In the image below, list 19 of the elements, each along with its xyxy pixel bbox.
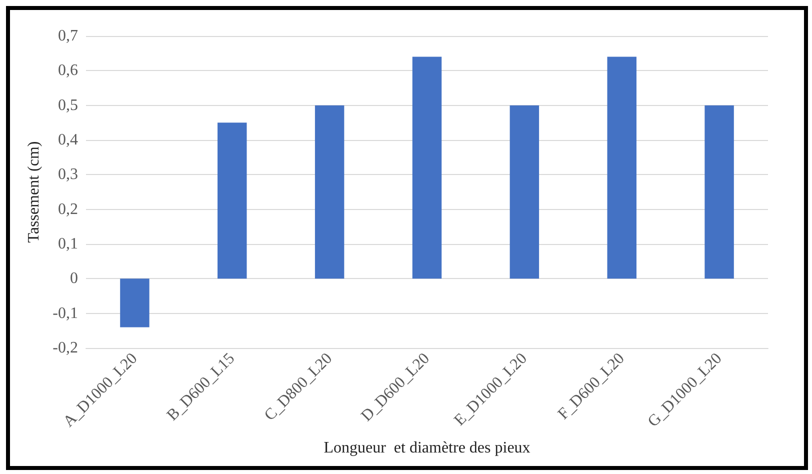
bar bbox=[120, 278, 150, 328]
y-tick-label: 0,6 bbox=[58, 62, 78, 80]
bar bbox=[218, 122, 247, 279]
bar bbox=[314, 105, 344, 279]
y-tick-label: 0,1 bbox=[58, 236, 78, 252]
y-tick-label: -0,1 bbox=[52, 304, 78, 322]
bar bbox=[412, 56, 442, 279]
y-tick-label: 0,7 bbox=[58, 28, 78, 44]
bar bbox=[510, 105, 540, 279]
x-axis-title: Longueur et diamètre des pieux bbox=[324, 440, 530, 456]
y-tick-label: 0,2 bbox=[58, 200, 78, 218]
bar bbox=[704, 105, 734, 279]
y-tick-label: 0 bbox=[70, 270, 78, 288]
y-tick-label: 0,4 bbox=[58, 132, 78, 148]
bar bbox=[607, 56, 636, 279]
y-axis-title: Tassement (cm) bbox=[25, 141, 42, 243]
y-tick-label: -0,2 bbox=[52, 340, 78, 356]
y-tick-label: 0,3 bbox=[58, 166, 78, 184]
y-tick-label: 0,5 bbox=[58, 96, 78, 114]
